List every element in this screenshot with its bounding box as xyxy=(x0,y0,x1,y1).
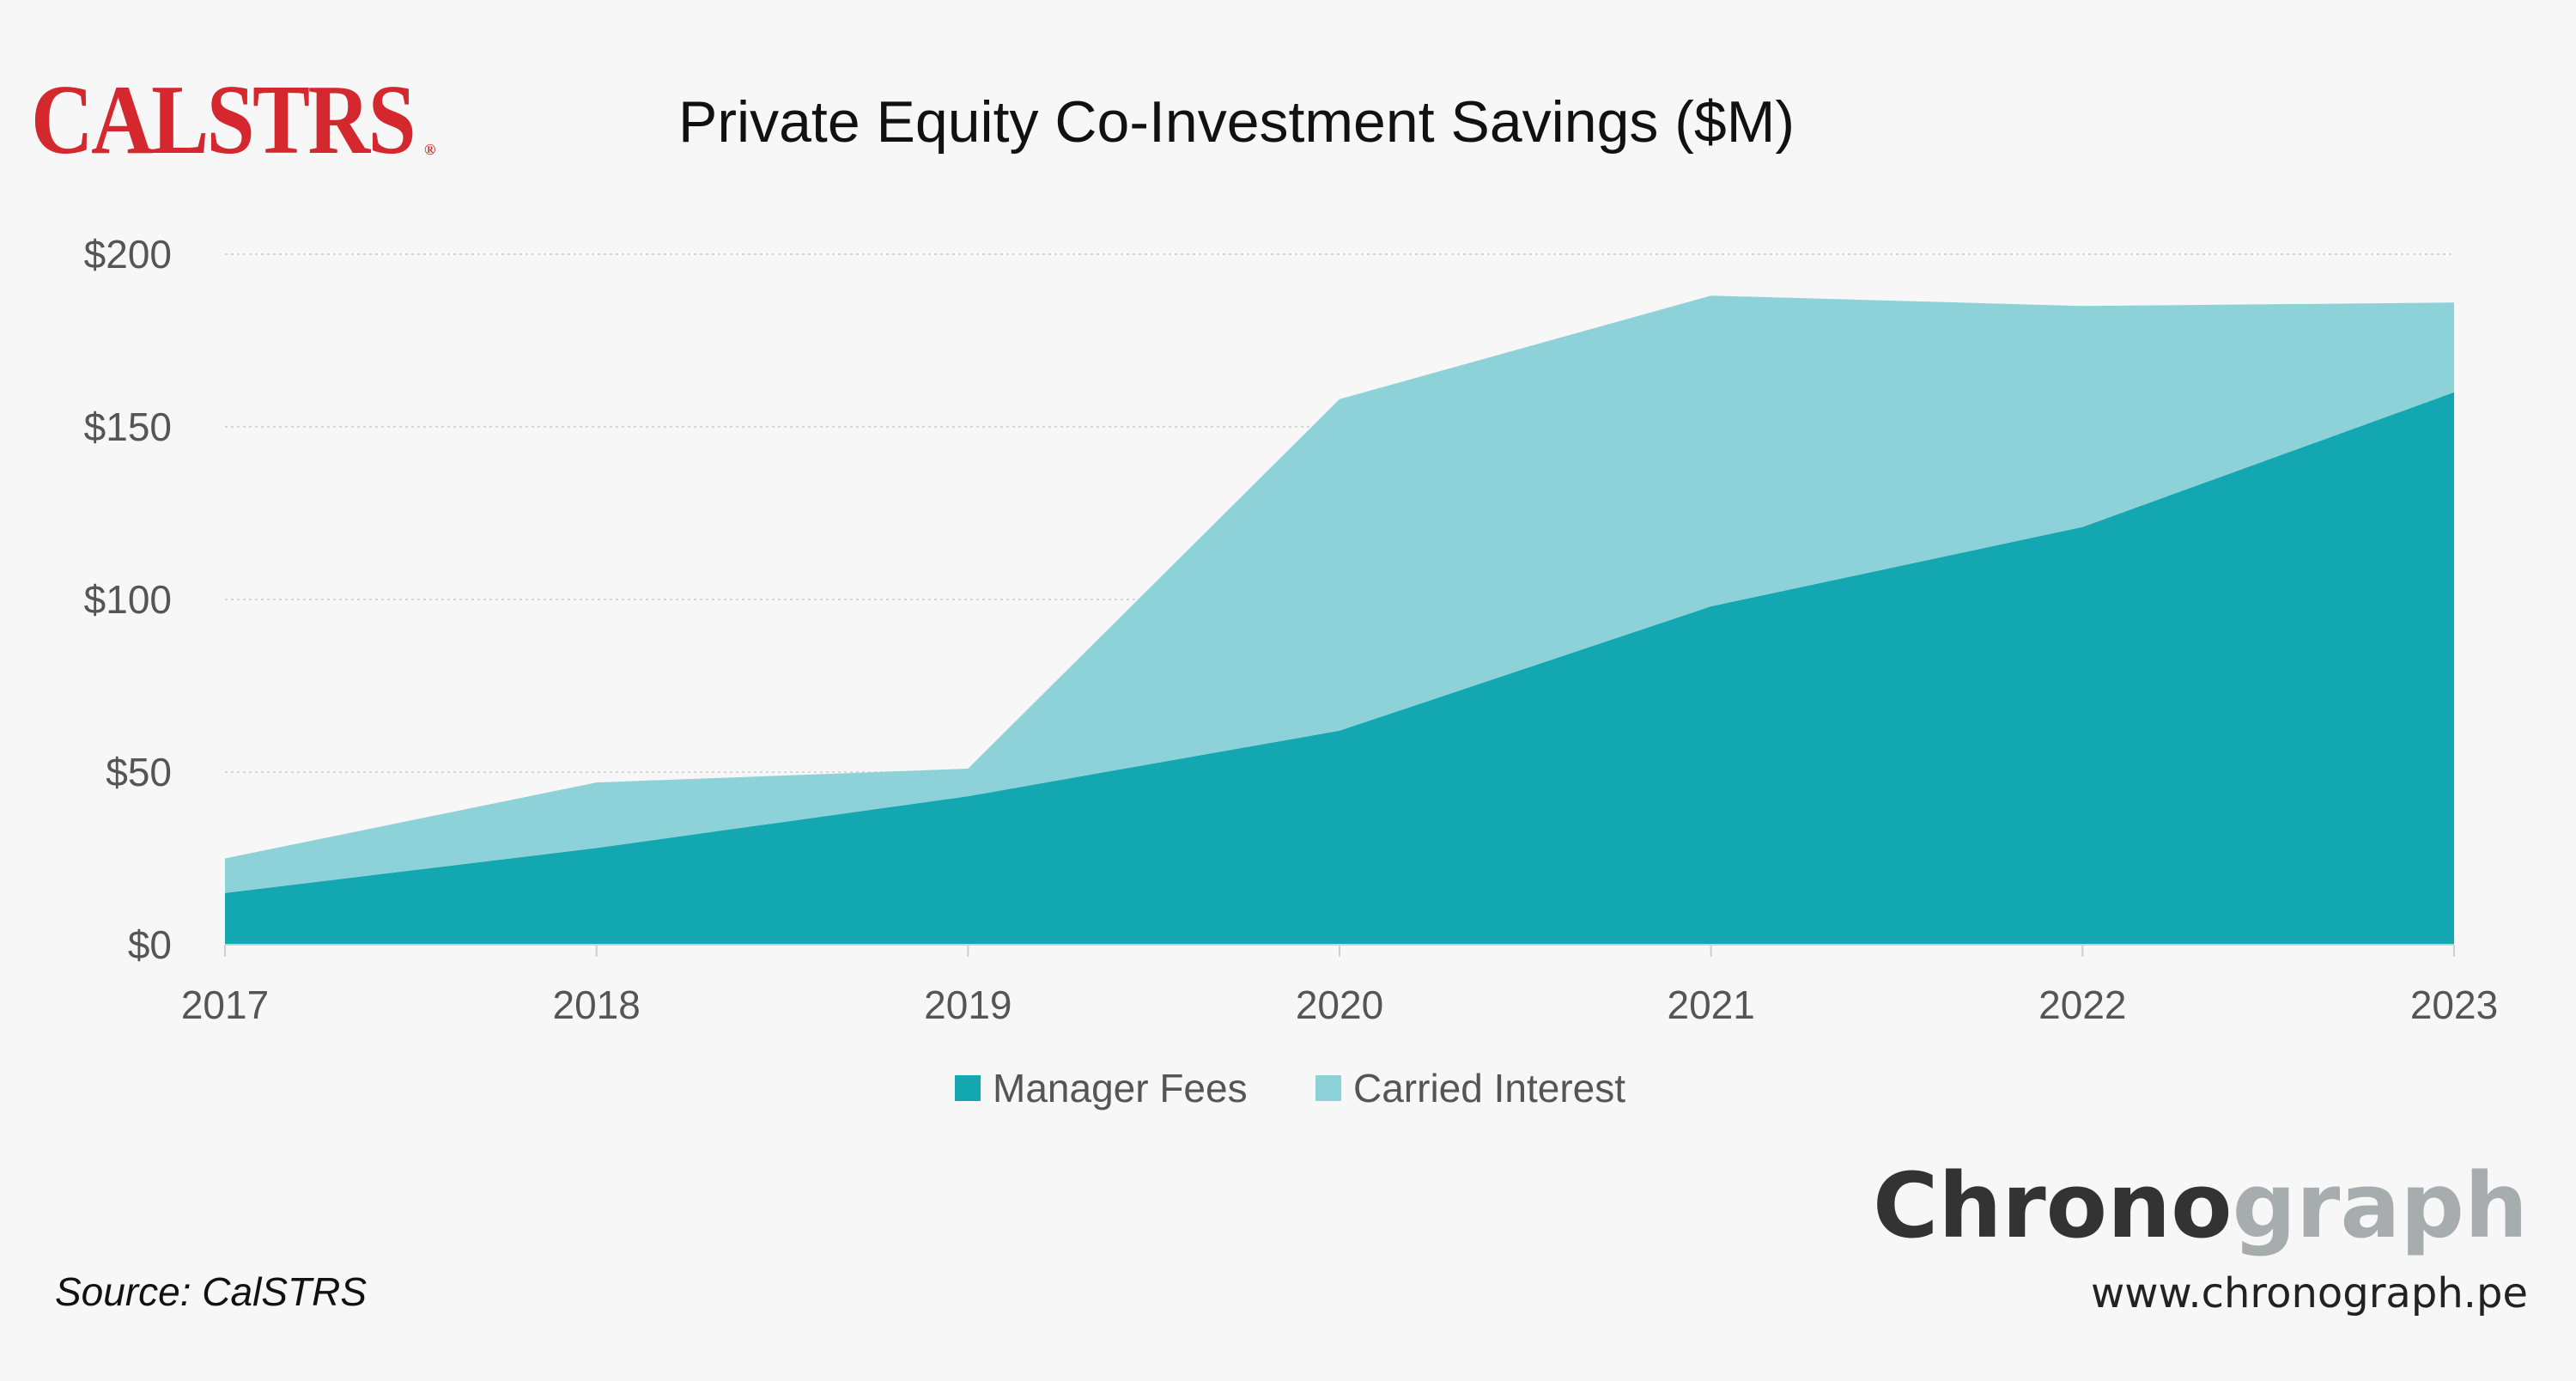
logo-registered-mark: ® xyxy=(424,141,435,158)
axes: $0 $50 $100 $150 $200 2017 2018 2019 2020 2021 202… xyxy=(84,232,2499,1027)
logo-text: CALSTRS xyxy=(31,65,414,175)
legend-label: Manager Fees xyxy=(993,1066,1248,1110)
x-tick-label: 2021 xyxy=(1667,983,1754,1027)
website-url: www.chronograph.pe xyxy=(2091,1269,2528,1317)
x-tick-label: 2018 xyxy=(552,983,640,1027)
chronograph-logo: Chronograph xyxy=(1873,1153,2528,1258)
area-series xyxy=(225,295,2454,945)
x-tick-label: 2019 xyxy=(924,983,1012,1027)
source-note: Source: CalSTRS xyxy=(55,1269,367,1314)
brand-wordmark-dark: Chrono xyxy=(1873,1153,2233,1258)
y-tick-label: $150 xyxy=(84,405,172,449)
calstrs-logo: CALSTRS ® xyxy=(31,65,435,175)
x-tick-label: 2023 xyxy=(2410,983,2498,1027)
area-carried-interest xyxy=(225,295,2454,893)
legend-label: Carried Interest xyxy=(1353,1066,1625,1110)
x-tick-label: 2020 xyxy=(1296,983,1383,1027)
y-tick-label: $100 xyxy=(84,577,172,622)
y-tick-label: $50 xyxy=(106,750,172,794)
chart-title: Private Equity Co-Investment Savings ($M… xyxy=(678,89,1795,155)
legend-swatch xyxy=(1315,1075,1341,1101)
area-manager-fees xyxy=(225,392,2454,945)
y-tick-label: $200 xyxy=(84,232,172,277)
brand-wordmark: Chronograph xyxy=(1873,1153,2528,1258)
y-tick-label: $0 xyxy=(128,922,172,967)
legend-swatch xyxy=(955,1075,981,1101)
legend: Manager Fees Carried Interest xyxy=(955,1066,1625,1110)
brand-wordmark-light: graph xyxy=(2233,1153,2528,1258)
x-tick-label: 2022 xyxy=(2038,983,2126,1027)
x-tick-label: 2017 xyxy=(181,983,269,1027)
